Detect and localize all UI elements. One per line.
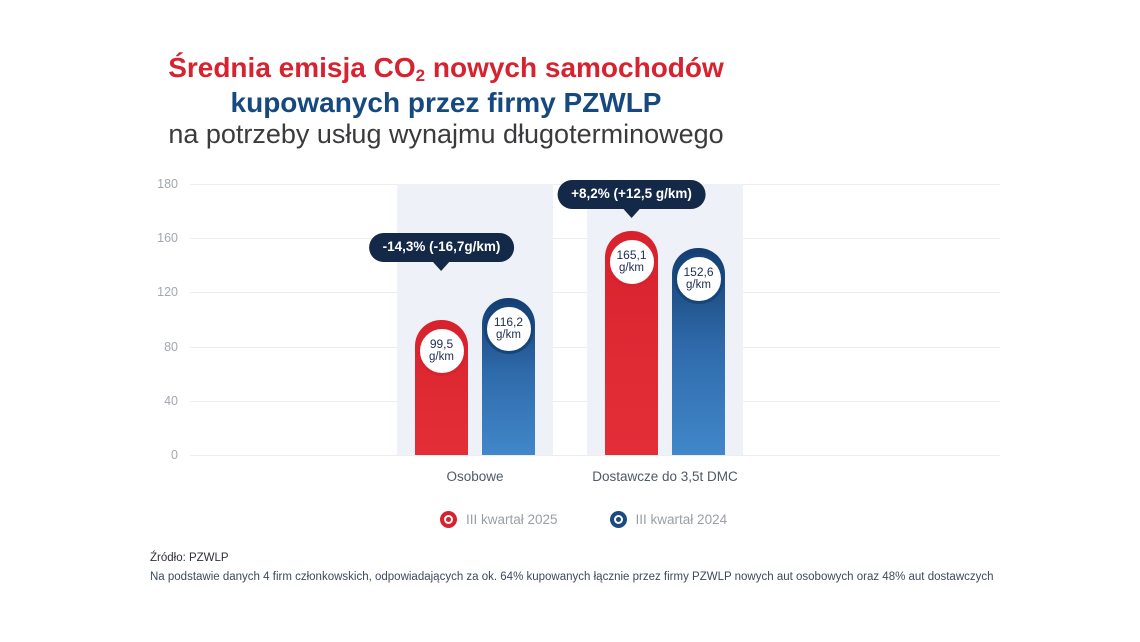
value-label: 165,1 — [616, 248, 647, 263]
title-line-2: kupowanych przez firmy PZWLP — [230, 87, 662, 118]
legend-marker-2024-icon — [609, 511, 627, 528]
y-axis-tick-label: 40 — [164, 393, 178, 408]
y-axis-tick-label: 0 — [171, 448, 178, 462]
value-badge-red-osobowe: 99,5 g/km — [416, 326, 467, 377]
value-unit: g/km — [429, 351, 454, 364]
annotation-bubble: -14,3% (-16,7g/km) — [368, 233, 515, 271]
value-label: 116,2 — [493, 314, 524, 329]
legend: III kwartał 2025 III kwartał 2024 — [440, 511, 727, 528]
y-axis-tick-label: 180 — [157, 177, 178, 191]
y-axis-tick-label: 160 — [157, 231, 178, 246]
annotation-bubble: +8,2% (+12,5 g/km) — [557, 180, 706, 218]
value-badge-blue-dostawcze: 152,6 g/km — [673, 254, 724, 305]
legend-marker-core — [446, 517, 451, 522]
value-badge-red-dostawcze: 165,1 g/km — [606, 237, 657, 288]
category-label: Osobowe — [446, 469, 504, 484]
title-block: Średnia emisja CO2 nowych samochodów kup… — [0, 52, 892, 150]
legend-marker-core — [615, 517, 621, 522]
legend-item-2024: III kwartał 2024 — [609, 511, 728, 528]
value-badge-blue-osobowe: 116,2 g/km — [483, 303, 534, 354]
legend-label-2025: III kwartał 2025 — [466, 512, 558, 527]
value-label: 99,5 — [429, 337, 454, 352]
value-unit: g/km — [619, 262, 644, 275]
annotation-bubble-pointer — [432, 261, 451, 271]
title-line-1-post: nowych samochodów — [425, 52, 724, 83]
source-label: Źródło: PZWLP — [150, 552, 229, 564]
legend-label-2024: III kwartał 2024 — [635, 512, 728, 527]
title-line-1-pre: Średnia emisja CO — [168, 52, 416, 83]
value-label: 152,6 — [683, 265, 714, 280]
legend-marker-2025-icon — [440, 511, 457, 528]
title-line-1: Średnia emisja CO2 nowych samochodów — [0, 52, 892, 87]
y-axis-tick-label: 80 — [164, 339, 178, 354]
legend-marker-ring — [613, 515, 623, 524]
value-unit: g/km — [496, 328, 521, 341]
legend-marker-ring — [444, 515, 453, 524]
title-line-3: na potrzeby usług wynajmu długoterminowe… — [168, 119, 724, 149]
gridline — [190, 455, 1000, 456]
y-axis-tick-label: 120 — [157, 285, 178, 300]
category-label: Dostawcze do 3,5t DMC — [592, 469, 738, 484]
value-unit: g/km — [686, 279, 711, 292]
legend-item-2025: III kwartał 2025 — [440, 511, 558, 528]
annotation-bubble-pointer — [622, 208, 641, 218]
footnote: Na podstawie danych 4 firm członkowskich… — [150, 571, 994, 583]
co2-subscript: 2 — [415, 66, 426, 85]
